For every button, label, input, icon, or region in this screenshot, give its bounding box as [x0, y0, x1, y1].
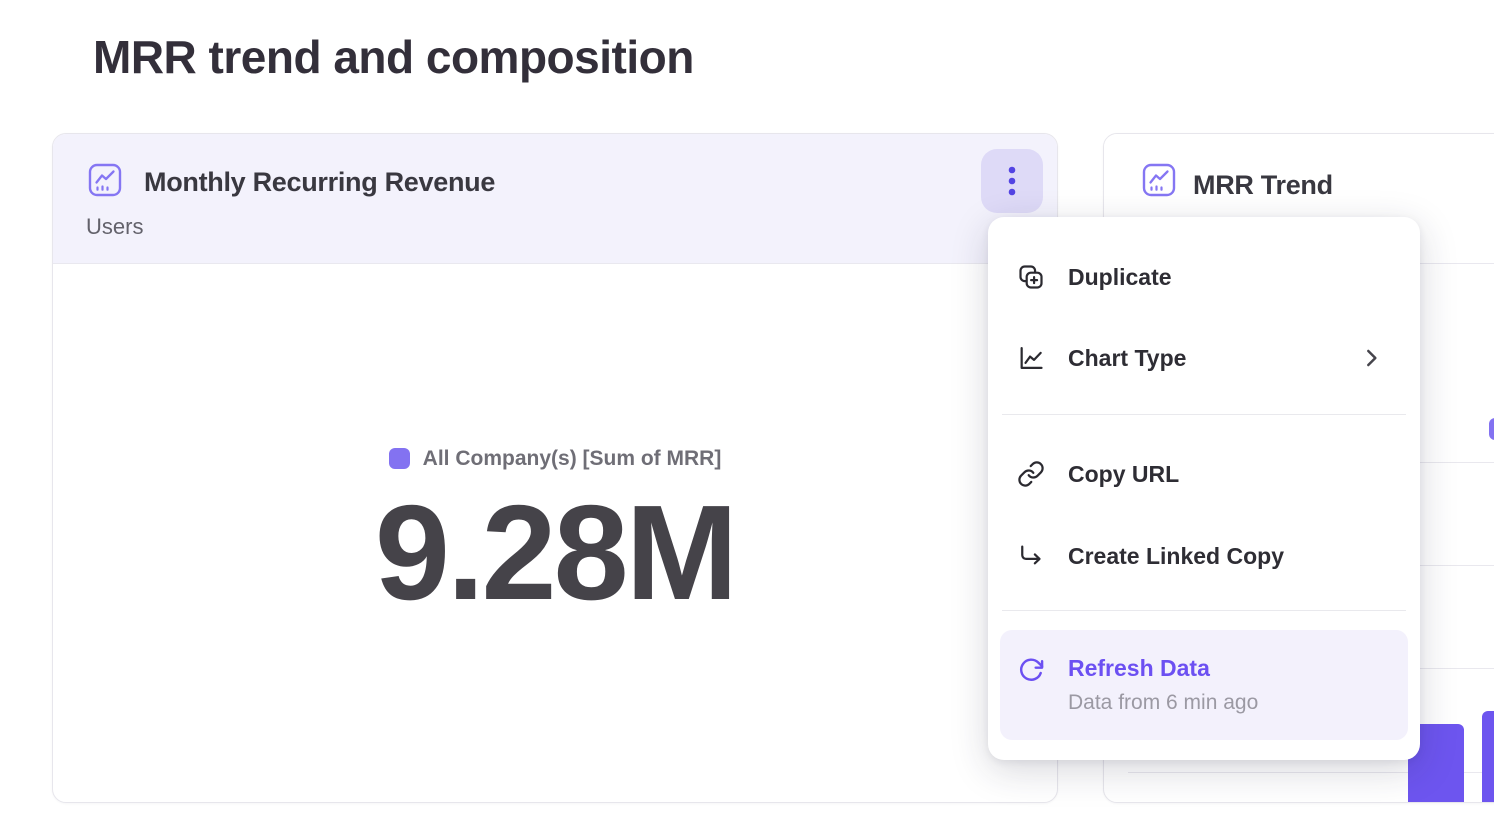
mrr-card-title: Monthly Recurring Revenue — [144, 167, 496, 197]
menu-divider — [1002, 610, 1406, 611]
card-menu-button[interactable] — [981, 149, 1043, 213]
refresh-icon — [1017, 656, 1045, 684]
kebab-icon — [1007, 165, 1017, 197]
duplicate-icon — [1017, 263, 1045, 291]
legend-label: All Company(s) [Sum of MRR] — [422, 446, 722, 470]
trend-legend-swatch — [1489, 418, 1494, 440]
menu-item-chart-type[interactable]: Chart Type — [988, 318, 1420, 398]
menu-divider — [1002, 414, 1406, 415]
corner-down-right-icon — [1017, 542, 1045, 570]
link-icon — [1017, 460, 1045, 488]
mrr-card-subtitle: Users — [86, 214, 144, 239]
menu-item-refresh-data[interactable]: Refresh Data Data from 6 min ago — [1000, 630, 1408, 740]
menu-item-copy-url[interactable]: Copy URL — [988, 433, 1420, 515]
refresh-label: Refresh Data — [1068, 655, 1210, 681]
trend-bar[interactable] — [1482, 711, 1494, 802]
page-title: MRR trend and composition — [93, 31, 694, 83]
menu-item-label: Copy URL — [1068, 460, 1180, 487]
menu-item-create-linked-copy[interactable]: Create Linked Copy — [988, 515, 1420, 597]
menu-item-label: Chart Type — [1068, 344, 1187, 371]
mrr-card: Monthly Recurring Revenue Users All Comp… — [52, 133, 1058, 803]
legend-swatch — [388, 448, 410, 469]
menu-item-label: Duplicate — [1068, 263, 1172, 290]
mrr-card-header: Monthly Recurring Revenue Users — [53, 134, 1057, 264]
chart-icon — [1141, 162, 1177, 198]
chart-type-icon — [1017, 344, 1045, 372]
refresh-freshness-text: Data from 6 min ago — [1068, 691, 1259, 714]
trend-card-title: MRR Trend — [1193, 170, 1333, 200]
mrr-metric-body: All Company(s) [Sum of MRR] 9.28M — [53, 264, 1057, 802]
card-context-menu: Duplicate Chart Type — [988, 217, 1420, 760]
mrr-legend: All Company(s) [Sum of MRR] — [388, 446, 722, 471]
chevron-right-icon — [1358, 345, 1384, 371]
chart-icon — [87, 162, 123, 198]
menu-item-duplicate[interactable]: Duplicate — [988, 236, 1420, 318]
menu-item-label: Create Linked Copy — [1068, 542, 1284, 569]
gridline — [1128, 772, 1494, 773]
mrr-value: 9.28M — [374, 476, 738, 628]
